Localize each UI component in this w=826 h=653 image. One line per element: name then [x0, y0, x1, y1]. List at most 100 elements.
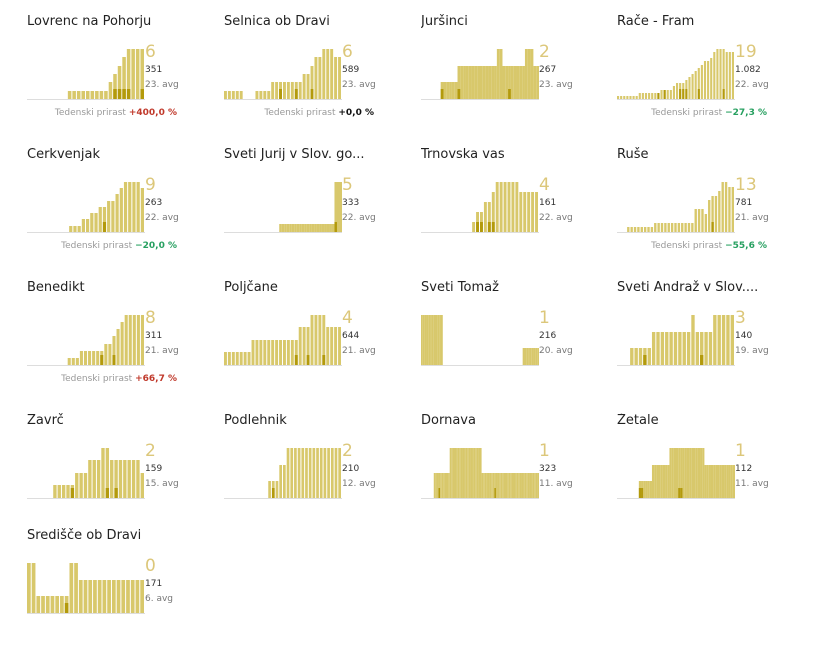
- chart-bar: [113, 74, 117, 99]
- chart-bar: [671, 448, 674, 498]
- chart-bar: [77, 226, 81, 232]
- chart-bar: [438, 473, 441, 498]
- chart-bar: [132, 315, 136, 365]
- chart-bar: [60, 596, 64, 613]
- chart-bar: [522, 66, 525, 99]
- chart-bar: [732, 465, 735, 498]
- sparkline-chart: [27, 563, 145, 614]
- chart-bar: [86, 91, 90, 99]
- weekly-growth: Tedenski prirast +66,7 %: [27, 374, 177, 384]
- chart-bar: [532, 473, 535, 498]
- chart-bar: [724, 465, 727, 498]
- chart-bar: [656, 332, 660, 365]
- chart-bar-highlight: [643, 355, 647, 365]
- chart-bar-highlight: [480, 222, 483, 232]
- chart-bar: [304, 224, 307, 232]
- chart-bar-highlight: [711, 222, 714, 232]
- chart-bar: [297, 448, 301, 498]
- weekly-growth-label: Tedenski prirast: [61, 374, 133, 384]
- chart-bar: [648, 93, 651, 99]
- chart-bar: [110, 460, 114, 498]
- chart-bar: [531, 473, 533, 498]
- current-value: 6: [342, 42, 353, 62]
- chart-bar: [492, 473, 495, 498]
- chart-bar: [290, 82, 294, 99]
- chart-bar: [111, 201, 115, 232]
- chart-bar: [132, 182, 136, 232]
- chart-bar: [93, 580, 97, 613]
- chart-bar: [330, 327, 334, 365]
- chart-bar: [131, 460, 136, 498]
- sparkline-chart: [224, 315, 342, 366]
- chart-bar: [633, 227, 637, 232]
- chart-bar: [534, 473, 536, 498]
- chart-bar: [114, 460, 118, 498]
- chart-bar: [477, 66, 480, 99]
- chart-bar: [105, 448, 110, 498]
- rank-label: 21. avg: [145, 346, 179, 356]
- chart-bar: [327, 448, 330, 498]
- rank-label: 22. avg: [735, 80, 769, 90]
- chart-bar: [719, 49, 722, 99]
- chart-bar: [120, 322, 124, 365]
- chart-bar: [124, 315, 128, 365]
- current-value: 13: [735, 175, 757, 195]
- weekly-growth: Tedenski prirast −55,6 %: [617, 241, 767, 251]
- chart-bar: [516, 473, 519, 498]
- chart-bar: [116, 329, 120, 365]
- chart-bar: [527, 192, 531, 232]
- municipality-name: Zavrč: [27, 413, 64, 428]
- chart-bar: [440, 315, 443, 365]
- chart-bar: [94, 213, 98, 232]
- chart-bar: [104, 91, 108, 99]
- chart-bar: [468, 448, 471, 498]
- chart-bar: [508, 473, 511, 498]
- chart-bar: [644, 93, 648, 99]
- chart-bar: [31, 563, 36, 613]
- chart-bar: [310, 66, 314, 99]
- rank-label: 11. avg: [539, 479, 573, 489]
- chart-bar: [669, 90, 672, 99]
- chart-bar: [710, 465, 714, 498]
- chart-bar: [721, 465, 725, 498]
- chart-bar: [311, 224, 315, 232]
- chart-bar: [140, 580, 144, 613]
- chart-bar: [519, 66, 523, 99]
- chart-bar: [75, 358, 79, 365]
- chart-bar: [338, 327, 341, 365]
- chart-bar: [286, 82, 290, 99]
- chart-bar: [259, 91, 263, 99]
- chart-bar: [424, 315, 427, 365]
- chart-bar: [298, 327, 302, 365]
- chart-bar: [691, 448, 694, 498]
- chart-bar: [126, 49, 131, 99]
- chart-bar: [301, 224, 305, 232]
- chart-bar: [117, 66, 122, 99]
- chart-bar: [451, 448, 453, 498]
- chart-bar: [494, 66, 497, 99]
- rank-label: 23. avg: [539, 80, 573, 90]
- chart-bar-highlight: [122, 89, 126, 99]
- sparkline-chart: [617, 182, 735, 233]
- chart-bar: [715, 465, 718, 498]
- chart-bar: [239, 91, 243, 99]
- chart-bar: [306, 327, 310, 365]
- chart-bar: [657, 223, 660, 232]
- chart-bar: [673, 448, 676, 498]
- chart-bar: [529, 473, 532, 498]
- chart-bar: [513, 66, 517, 99]
- chart-bar: [306, 224, 310, 232]
- chart-bar: [678, 332, 682, 365]
- chart-bar-highlight: [70, 488, 75, 498]
- chart-bar: [667, 223, 670, 232]
- chart-bar: [251, 340, 255, 365]
- chart-bar-highlight: [679, 89, 682, 99]
- chart-bar: [693, 448, 696, 498]
- chart-bar: [239, 352, 243, 365]
- chart-bar: [279, 224, 282, 232]
- current-value: 2: [342, 441, 353, 461]
- chart-bar: [531, 192, 535, 232]
- municipality-name: Podlehnik: [224, 413, 287, 428]
- chart-bar: [537, 348, 539, 365]
- chart-bar-highlight: [641, 488, 644, 498]
